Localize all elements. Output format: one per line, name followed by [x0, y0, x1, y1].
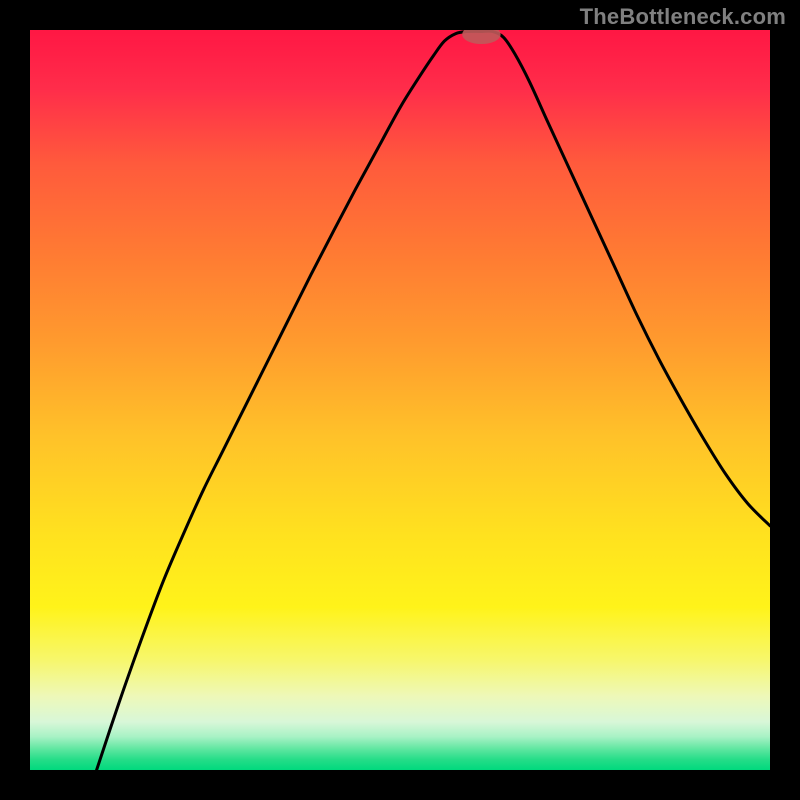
plot-area [30, 30, 770, 770]
gradient-background [30, 30, 770, 770]
chart-frame: TheBottleneck.com [0, 0, 800, 800]
watermark-text: TheBottleneck.com [580, 4, 786, 30]
bottleneck-curve-chart [30, 30, 770, 770]
